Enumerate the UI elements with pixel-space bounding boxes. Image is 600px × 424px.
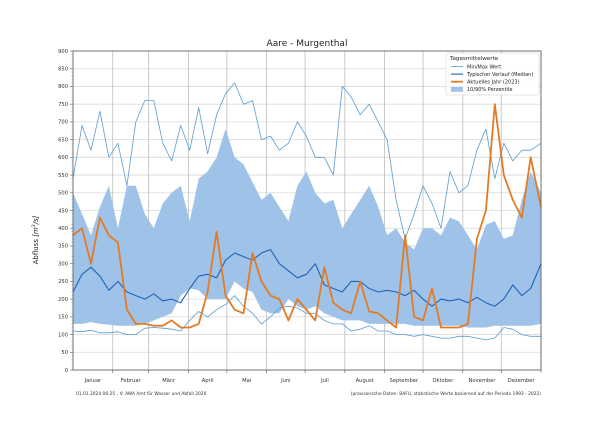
y-tick-label: 100: [58, 332, 68, 338]
legend: Tagesmittelwerte Min/Max Wert Typischer V…: [445, 52, 540, 96]
min-line: [72, 295, 541, 341]
y-tick-label: 550: [58, 173, 68, 179]
x-tick-label: August: [356, 378, 374, 384]
legend-box: [445, 52, 540, 96]
x-tick-label: Oktober: [432, 378, 454, 384]
y-tick-label: 400: [58, 226, 68, 232]
legend-entry-label: Min/Max Wert: [467, 64, 501, 70]
y-tick-label: 250: [58, 279, 68, 285]
y-tick-label: 700: [58, 120, 68, 126]
y-tick-label: 300: [58, 261, 68, 267]
legend-title: Tagesmittelwerte: [449, 56, 499, 62]
series-lines: [72, 82, 542, 341]
y-tick-label: 500: [58, 191, 68, 197]
footer-left: 01.01.2024 06:25 , © AWA Amt für Wasser …: [76, 390, 207, 397]
y-axis-label: Abfluss [m3/s]: [31, 215, 40, 264]
y-axis: 0 50 100 150 200 250 300 350 400 450 500 550 600 650 7…: [58, 49, 73, 374]
legend-entry-label: Typischer Verlauf (Median): [466, 72, 533, 78]
x-tick-label: Februar: [121, 378, 142, 384]
y-tick-label: 850: [58, 67, 68, 73]
legend-swatch: [451, 86, 463, 92]
x-tick-label: Mai: [242, 378, 251, 384]
y-tick-label: 200: [58, 297, 68, 303]
x-tick-label: Dezember: [508, 378, 536, 384]
y-tick-label: 900: [58, 49, 68, 55]
x-tick-label: September: [389, 378, 419, 384]
footer-right: (provisorische Daten: BAFU, statistische…: [351, 391, 542, 397]
x-tick-label: Juli: [320, 378, 329, 384]
percentile-area-10-90: [73, 129, 541, 328]
x-tick-label: November: [469, 378, 497, 384]
y-tick-label: 650: [58, 137, 68, 143]
y-tick-label: 750: [58, 102, 68, 108]
chart-title: Aare - Murgenthal: [267, 39, 348, 49]
percentile-band: [73, 129, 541, 328]
x-tick-label: April: [202, 378, 214, 384]
x-axis: Januar Februar März April Mai Juni Juli August S…: [84, 370, 542, 384]
y-tick-label: 450: [58, 208, 68, 214]
x-tick-label: Januar: [84, 378, 102, 384]
legend-entry-label: Aktuelles Jahr (2023): [467, 80, 520, 86]
x-tick-label: Juni: [280, 378, 291, 384]
y-tick-label: 800: [58, 84, 68, 90]
y-tick-label: 150: [58, 315, 68, 321]
y-tick-label: 0: [65, 368, 68, 374]
legend-entry-label: 10/90% Perzentile: [467, 87, 512, 93]
median-line: [72, 248, 542, 307]
max-line: [72, 82, 542, 240]
y-tick-label: 350: [58, 244, 68, 250]
y-tick-label: 600: [58, 155, 68, 161]
current-year-line: [72, 103, 542, 329]
y-tick-label: 50: [61, 350, 68, 356]
x-tick-label: März: [162, 378, 175, 384]
